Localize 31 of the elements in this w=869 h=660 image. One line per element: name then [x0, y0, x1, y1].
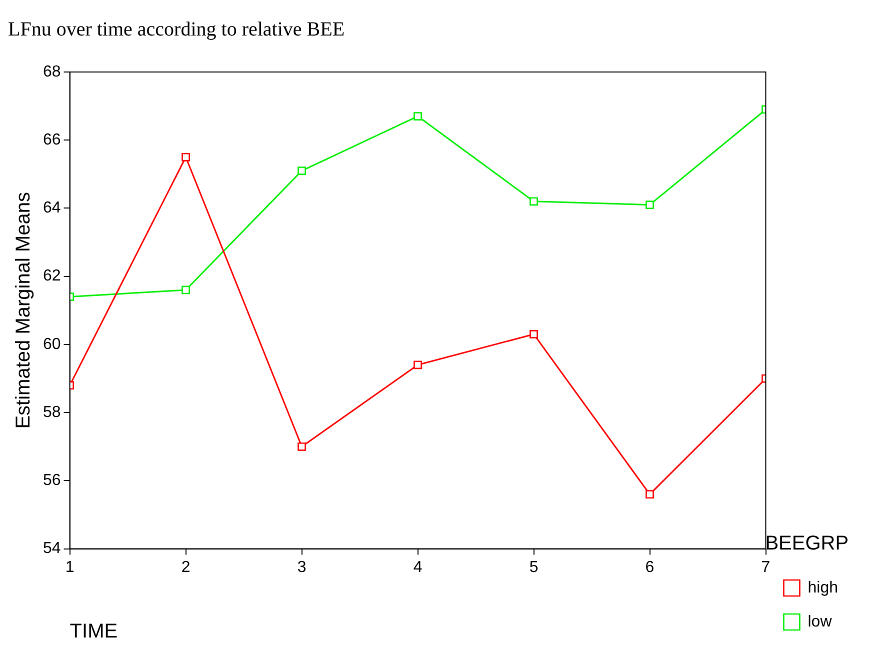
y-tick-label: 60	[43, 336, 61, 353]
chart-title: LFnu over time according to relative BEE	[8, 18, 345, 40]
x-tick-label: 5	[529, 558, 538, 576]
point	[182, 286, 190, 294]
y-tick-label: 64	[43, 200, 61, 217]
x-tick-label: 7	[761, 558, 770, 576]
y-tick-label: 66	[43, 132, 61, 149]
y-axis-title: Estimated Marginal Means	[12, 192, 35, 429]
legend-title: BEEGRP	[765, 532, 849, 555]
x-tick-label: 1	[65, 558, 74, 576]
point	[298, 166, 306, 175]
point	[182, 152, 190, 162]
y-tick-label: 68	[43, 63, 61, 80]
y-tick-label: 58	[43, 404, 61, 421]
point	[646, 200, 654, 210]
x-axis-title: TIME	[70, 620, 118, 643]
point	[414, 112, 422, 120]
point	[530, 197, 538, 206]
x-tick-label: 6	[645, 558, 654, 576]
y-tick-label: 56	[43, 472, 61, 490]
point	[646, 490, 654, 498]
legend-label: low	[808, 613, 832, 630]
y-tick-label: 54	[43, 540, 61, 558]
x-tick-label: 3	[297, 558, 306, 576]
point	[414, 360, 422, 370]
point	[298, 442, 306, 451]
point	[530, 330, 538, 338]
y-tick-label: 62	[43, 268, 61, 285]
x-tick-label: 4	[413, 558, 422, 576]
legend-label: high	[808, 579, 838, 596]
x-tick-label: 2	[181, 558, 190, 576]
